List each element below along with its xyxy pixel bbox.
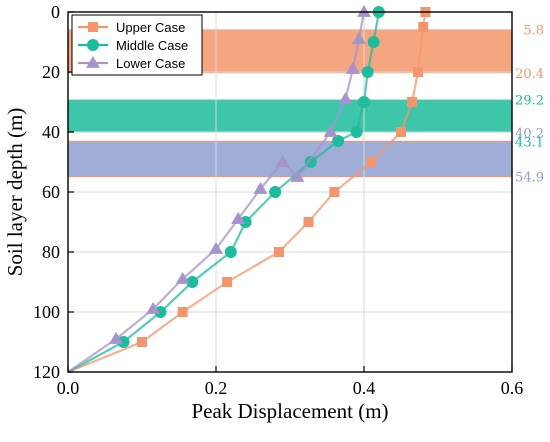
data-point [358,96,370,108]
data-point [366,157,377,167]
data-point [186,276,199,288]
data-point [175,272,190,284]
data-point [154,306,167,318]
data-point [209,242,223,254]
y-tick-label: 100 [33,302,60,322]
legend-label: Upper Case [116,20,185,35]
y-tick-label: 40 [42,122,60,142]
depth-band-1 [68,99,512,133]
data-point [290,170,305,182]
data-point [88,22,98,32]
data-point [303,217,314,227]
band-boundary-label: 40.2 [515,127,544,142]
data-point [332,135,345,147]
legend-item: Upper Case [78,20,185,35]
data-point [146,302,161,314]
data-point [338,92,353,104]
legend-item: Middle Case [78,38,188,53]
y-tick-label: 20 [42,62,60,82]
x-axis-title: Peak Displacement (m) [191,399,388,423]
legend-label: Lower Case [116,56,185,71]
legend-label: Middle Case [116,38,188,53]
series-middle-case [67,6,385,373]
y-tick-label: 0 [51,2,60,22]
band-boundary-label: 20.4 [515,67,544,82]
data-point [323,125,338,137]
data-point [177,307,188,317]
data-point [231,212,246,224]
data-point [239,216,252,228]
band-boundary-label: 54.9 [515,171,544,186]
data-point [351,32,366,44]
depth-bands [67,29,513,178]
data-point [109,332,124,344]
data-point [304,156,317,168]
data-point [329,187,340,197]
x-tick-label: 0.2 [205,378,228,398]
data-point [86,56,100,68]
band-labels: 5.8 20.4 29.2 40.243.1 54.9 [515,23,544,185]
data-point [350,126,363,138]
x-tick-label: 0.4 [353,378,376,398]
series-lower-case [67,5,371,373]
depth-band-2 [67,140,513,178]
band-boundary-label: 43.1 [515,135,544,150]
series-lines [67,5,431,374]
x-tick-label: 0.0 [57,378,80,398]
y-tick-label: 60 [42,182,60,202]
data-point [117,336,130,348]
data-point [224,246,237,258]
data-point [137,337,147,347]
data-point [269,186,282,198]
legend-item: Lower Case [78,56,185,71]
data-point [407,97,418,107]
data-point [273,247,284,257]
data-point [396,127,406,137]
data-point [357,5,371,17]
data-point [87,39,99,51]
axis-ticks: 0.0 0.2 0.4 0.6 0 20 40 60 80 100 120 [33,2,523,398]
x-tick-label: 0.6 [501,378,524,398]
band-boundary-label: 29.2 [515,94,544,109]
band-boundary-label: 5.8 [523,23,544,38]
y-tick-label: 120 [33,362,60,382]
data-point [413,67,424,77]
y-tick-label: 80 [42,242,60,262]
data-point [361,66,374,78]
series-line [67,11,366,373]
data-point [418,22,429,32]
y-axis-title: Soil layer depth (m) [3,108,27,277]
data-point [345,62,360,74]
legend: Upper Case Middle Case Lower Case [71,14,203,76]
data-point [275,155,290,167]
data-point [367,36,380,48]
legend-items: Upper Case Middle Case Lower Case [78,20,188,71]
data-point [222,277,233,287]
data-point [253,182,268,194]
